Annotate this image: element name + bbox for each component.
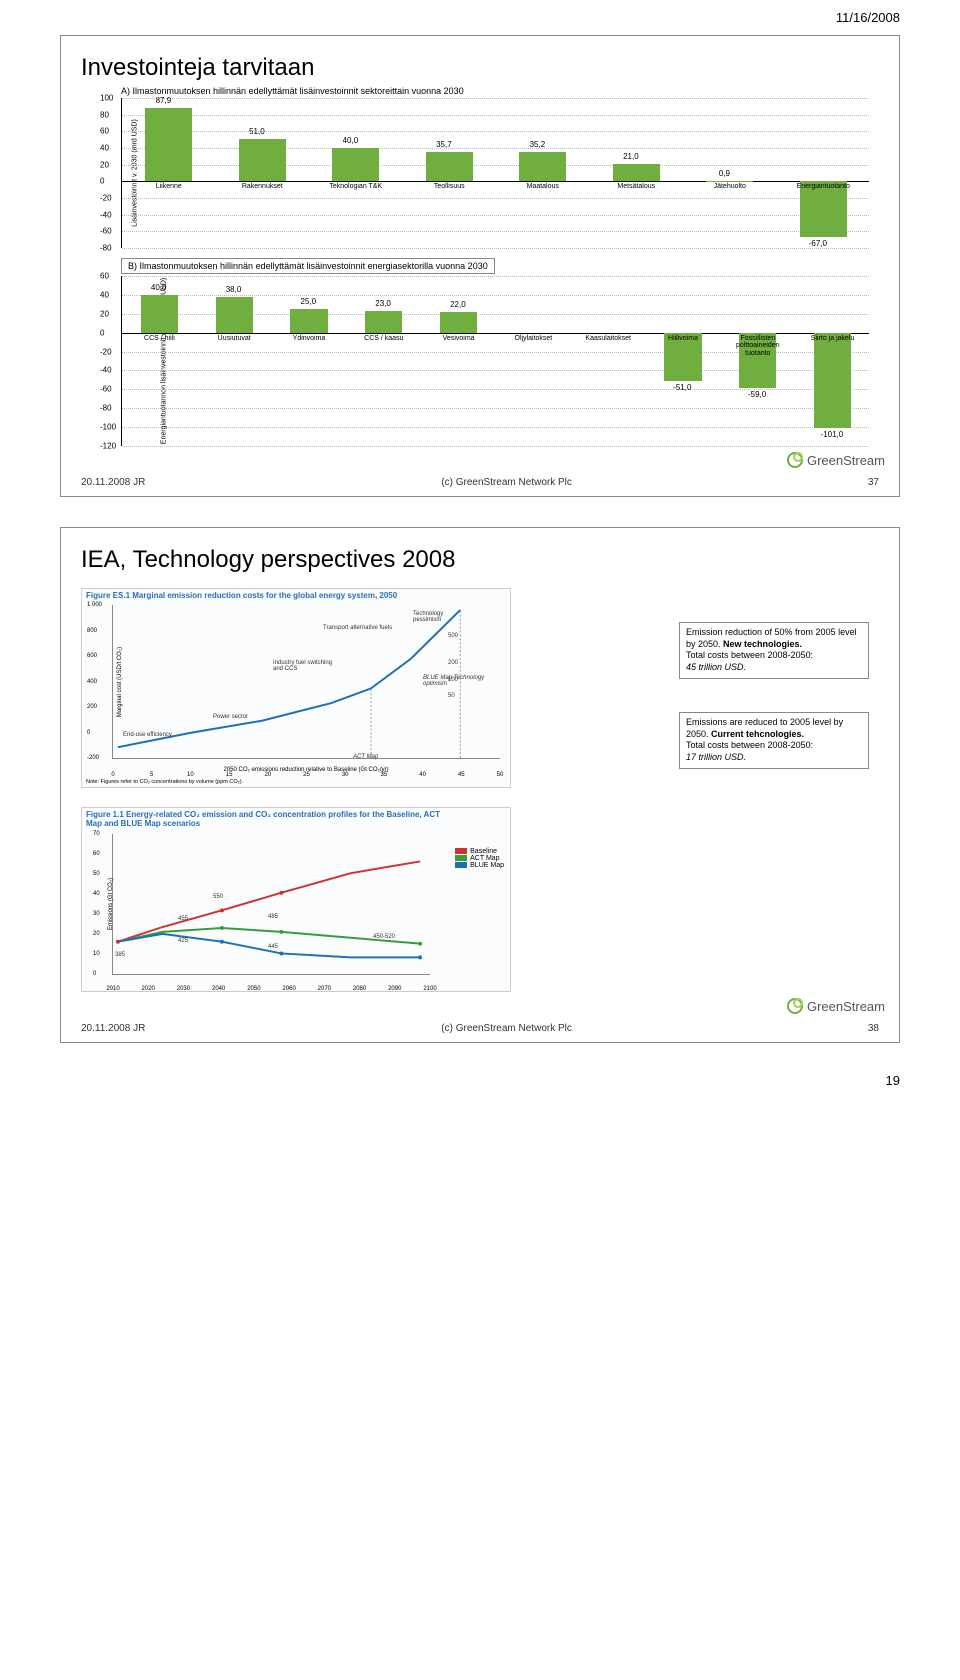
footer-center: (c) GreenStream Network Plc [441,477,572,488]
fig1-techpess: Technology pessimism [413,611,473,623]
footer-right: 37 [868,477,879,488]
fig2-caption: Figure 1.1 Energy-related CO₂ emission a… [82,808,510,830]
figure-es1: Figure ES.1 Marginal emission reduction … [81,588,511,788]
footer-left-2: 20.11.2008 JR [81,1023,145,1034]
page-number: 19 [0,1073,960,1108]
slide-2: IEA, Technology perspectives 2008 Figure… [60,527,900,1043]
legend-baseline: Baseline [455,848,504,855]
chartA-wrap: Lisäinvestoinnit v. 2030 (mrd USD) -80-6… [121,98,869,248]
slide1-title: Investointeja tarvitaan [81,54,879,82]
logo-text: GreenStream [807,453,885,468]
chartB-subtitle: B) Ilmastonmuutoksen hillinnän edellyttä… [121,258,495,274]
fig1-actmap: ACT Map [353,754,378,760]
fig1-indlabel: Industry fuel switching and CCS [273,660,333,672]
fig1-note: Note: Figures refer to CO₂ concentration… [86,779,243,785]
chartA-subtitle: A) Ilmastonmuutoksen hillinnän edellyttä… [121,86,879,96]
slide2-title: IEA, Technology perspectives 2008 [81,546,879,574]
fig1-xlabel: 2050 CO₂ emissions reduction relative to… [112,767,500,773]
slide2-figures: Figure ES.1 Marginal emission reduction … [81,582,879,1002]
chartB: -120-100-80-60-40-20020406040,0CCS / hii… [121,276,869,446]
greenstream-logo-2: GreenStream [787,998,885,1014]
footer-right-2: 38 [868,1023,879,1034]
chartB-wrap: Energiantuotannon lisäinvestoinnit v. 20… [121,276,869,446]
fig1-caption: Figure ES.1 Marginal emission reduction … [82,589,510,602]
figure-1-1: Figure 1.1 Energy-related CO₂ emission a… [81,807,511,992]
fig1-enduselabel: End-use efficiency [123,732,172,738]
logo-text-2: GreenStream [807,999,885,1014]
legend-act: ACT Map [455,855,504,862]
fig1-powerlabel: Power sector [213,714,248,720]
greenstream-logo: GreenStream [787,452,885,468]
callout-new-tech: Emission reduction of 50% from 2005 leve… [679,622,869,679]
logo-swirl-icon-2 [787,998,803,1014]
chartA: -80-60-40-2002040608010087,9Liikenne51,0… [121,98,869,248]
footer-center-2: (c) GreenStream Network Plc [441,1023,572,1034]
logo-swirl-icon [787,452,803,468]
callout-current-tech: Emissions are reduced to 2005 level by 2… [679,712,869,769]
slide-1: Investointeja tarvitaan A) Ilmastonmuuto… [60,35,900,497]
fig1-transplabel: Transport alternative fuels [323,625,393,631]
footer-left: 20.11.2008 JR [81,477,145,488]
page-date: 11/16/2008 [0,0,960,25]
legend-blue: BLUE Map [455,862,504,869]
